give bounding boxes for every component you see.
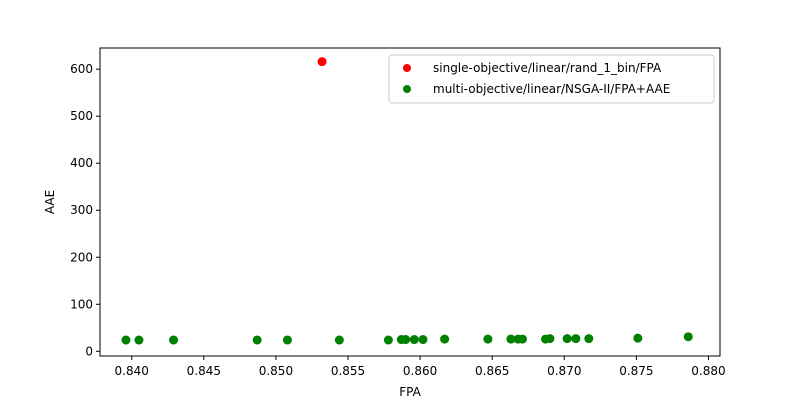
legend-marker-multi-objective (403, 85, 411, 93)
x-tick-label: 0.845 (187, 364, 221, 378)
y-tick-label: 100 (70, 297, 93, 311)
single-objective-point (317, 57, 327, 67)
multi-objective-point (134, 335, 144, 345)
points-layer (121, 57, 693, 345)
multi-objective-point (409, 335, 419, 345)
multi-objective-point (517, 334, 527, 344)
multi-objective-point (571, 334, 581, 344)
y-tick-label: 500 (70, 109, 93, 123)
x-tick-label: 0.875 (619, 364, 653, 378)
x-tick-label: 0.840 (115, 364, 149, 378)
plot-frame (99, 47, 721, 357)
multi-objective-point (562, 334, 572, 344)
x-tick-label: 0.870 (547, 364, 581, 378)
multi-objective-point (121, 335, 131, 345)
multi-objective-point (169, 335, 179, 345)
legend-label-multi-objective: multi-objective/linear/NSGA-II/FPA+AAE (433, 82, 670, 96)
legend-label-single-objective: single-objective/linear/rand_1_bin/FPA (433, 61, 662, 75)
y-tick-label: 200 (70, 250, 93, 264)
x-tick-label: 0.860 (403, 364, 437, 378)
multi-objective-point (584, 334, 594, 344)
x-tick-label: 0.855 (331, 364, 365, 378)
multi-objective-point (418, 335, 428, 345)
multi-objective-point (506, 334, 516, 344)
multi-objective-point (683, 332, 693, 342)
multi-objective-point (545, 334, 555, 344)
legend-marker-single-objective (403, 64, 411, 72)
legend: single-objective/linear/rand_1_bin/FPA m… (388, 54, 715, 104)
y-tick-label: 0 (85, 344, 93, 358)
y-axis: 0 100 200 300 400 500 600 (70, 62, 100, 358)
x-axis-label: FPA (399, 385, 421, 399)
multi-objective-point (483, 334, 493, 344)
y-tick-label: 600 (70, 62, 93, 76)
x-tick-label: 0.865 (475, 364, 509, 378)
multi-objective-point (334, 335, 344, 345)
x-tick-label: 0.880 (691, 364, 725, 378)
multi-objective-point (383, 335, 393, 345)
x-tick-label: 0.850 (259, 364, 293, 378)
y-axis-label: AAE (43, 190, 57, 214)
multi-objective-point (633, 333, 643, 343)
legend-frame (388, 54, 715, 104)
multi-objective-point (440, 334, 450, 344)
x-axis: 0.840 0.845 0.850 0.855 0.860 0.865 0.870 0.875… (115, 356, 726, 378)
multi-objective-point (401, 335, 411, 345)
multi-objective-point (282, 335, 292, 345)
y-tick-label: 400 (70, 156, 93, 170)
multi-objective-point (252, 335, 262, 345)
y-tick-label: 300 (70, 203, 93, 217)
